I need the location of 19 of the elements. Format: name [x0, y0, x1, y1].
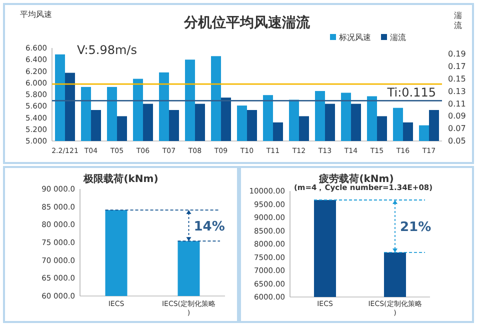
ref-line-label: V:5.98m/s	[77, 43, 137, 57]
y2-tick-label: 0.19	[448, 50, 466, 59]
annotation: 21%	[400, 220, 432, 236]
y2-tick-label: 0.17	[448, 62, 466, 72]
legend-label: 标况风速	[338, 33, 371, 42]
y2-tick-label: 0.05	[448, 136, 466, 146]
y2-tick-label: 0.15	[448, 74, 466, 84]
chart-title: 极限载荷(kNm)	[82, 173, 158, 185]
ref-line-label: Ti:0.115	[386, 86, 436, 100]
legend-label: 湍流	[390, 33, 406, 42]
y-axis-title: 平均风速	[20, 10, 52, 19]
y2-tick-label: 0.07	[448, 124, 466, 134]
y2-tick-label: 0.13	[448, 86, 466, 96]
y2-tick-label: 0.11	[448, 99, 466, 108]
annotation: 14%	[194, 220, 225, 235]
y2-axis-title: 湍流	[454, 11, 462, 30]
chart-title: 疲劳载荷(kNm)	[318, 173, 394, 185]
chart-title: 分机位平均风速湍流	[183, 14, 311, 31]
y2-tick-label: 0.09	[448, 112, 466, 121]
